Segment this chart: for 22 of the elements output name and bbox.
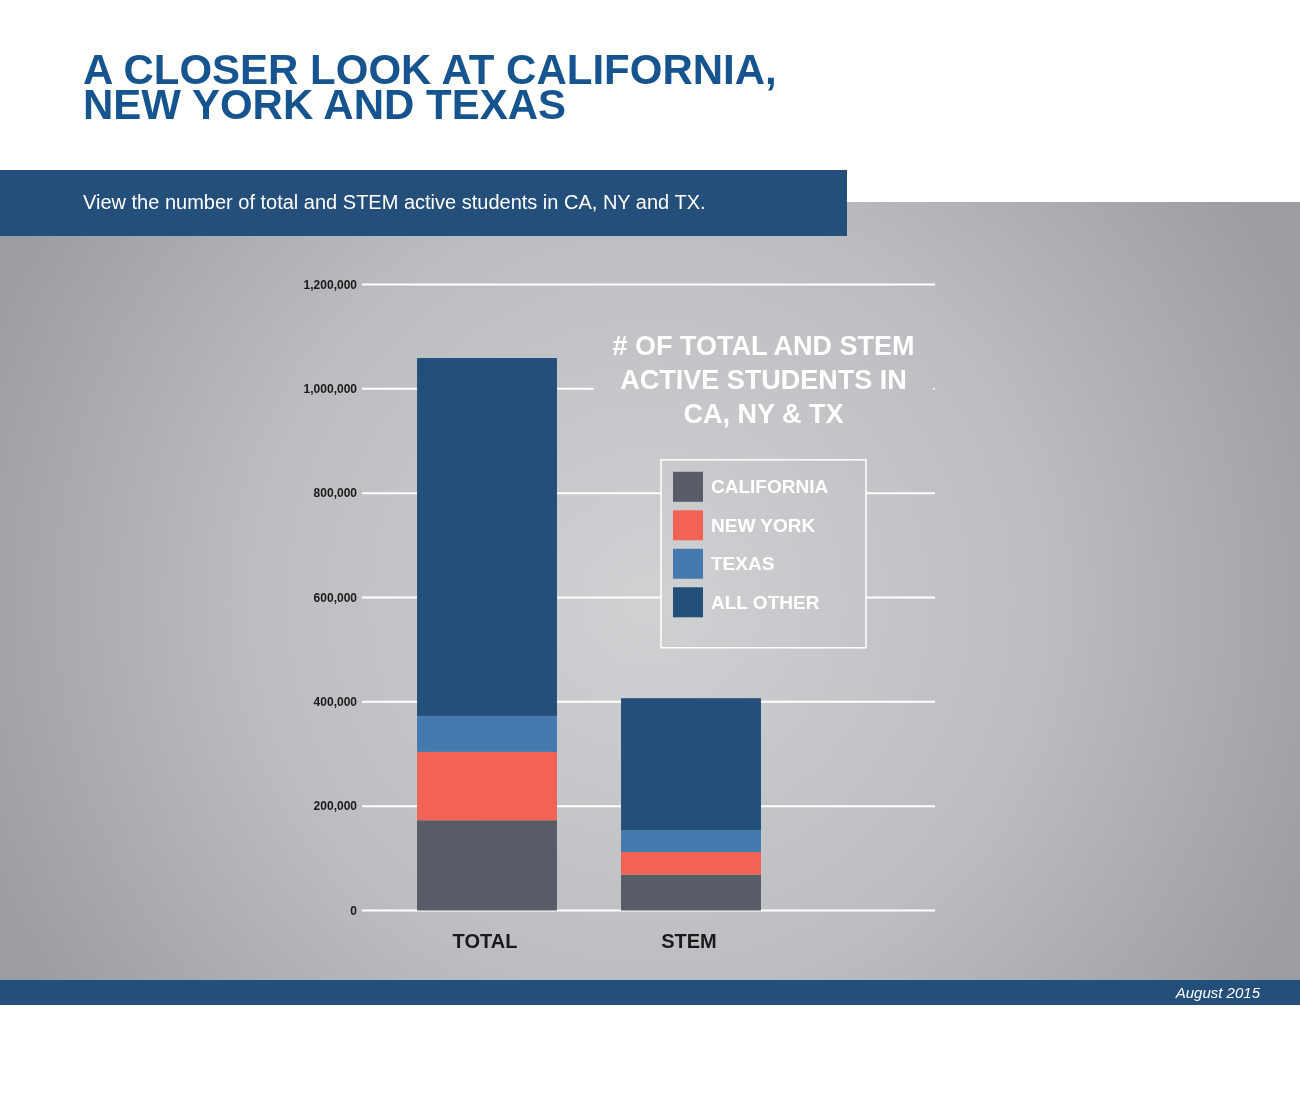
bar (417, 820, 557, 911)
bar (621, 698, 761, 831)
y-tick-label: 1,000,000 (303, 382, 358, 397)
text: August 2015 (1174, 984, 1261, 1001)
bar (417, 751, 557, 821)
bar (621, 874, 761, 911)
x-tick-label: TOTAL (452, 930, 518, 952)
bar (417, 358, 557, 716)
y-tick-label: 400,000 (313, 695, 358, 710)
chart-subtitle: View the number of total and STEM active students in CA, NY and TX. (83, 191, 706, 213)
y-tick-label: 0 (350, 903, 358, 918)
bar (621, 830, 761, 853)
y-tick-label: 600,000 (313, 590, 358, 605)
y-tick-label: 800,000 (313, 486, 358, 501)
legend-label: CALIFORNIA (711, 476, 829, 498)
bar (417, 715, 557, 752)
annotation: # OF TOTAL AND STEM ACTIVE STUDENTS IN CA, NY & TX (612, 330, 915, 429)
y-tick-label: 1,200,000 (303, 277, 358, 292)
bar (621, 852, 761, 875)
chart-title: A CLOSER LOOK AT CALIFORNIA, NEW YORK AND TEXAS (83, 46, 777, 128)
x-tick-label: STEM (661, 930, 717, 952)
y-tick-label: 200,000 (313, 799, 358, 814)
